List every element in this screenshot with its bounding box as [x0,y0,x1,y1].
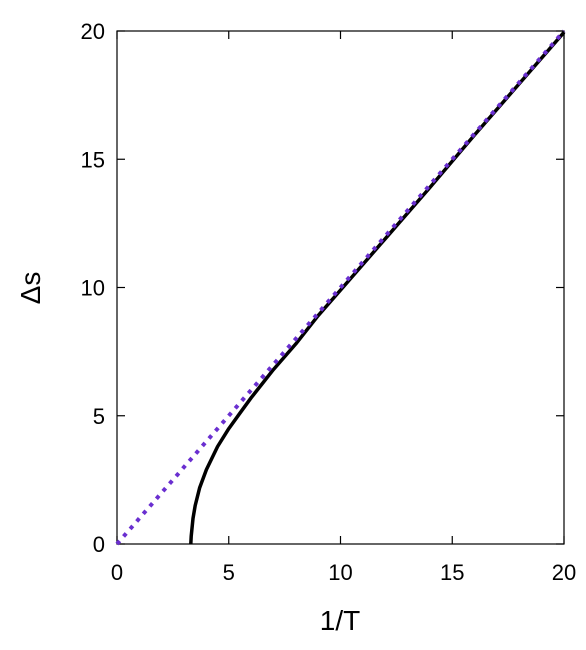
series-line-1 [115,29,566,546]
y-tick-label-4: 20 [81,19,105,44]
x-tick-label-1: 5 [223,560,235,585]
y-tick-label-0: 0 [93,532,105,557]
y-tick-label-2: 10 [81,276,105,301]
x-tick-label-4: 20 [552,560,576,585]
series [115,29,566,546]
x-axis-label: 1/T [320,605,360,636]
series-line-0 [189,31,566,545]
x-tick-label-2: 10 [328,560,352,585]
x-tick-label-3: 15 [440,560,464,585]
ticks: 0 5 10 15 20 0 5 10 15 20 [81,19,577,585]
x-tick-label-0: 0 [111,560,123,585]
y-tick-label-1: 5 [93,404,105,429]
y-tick-label-3: 15 [81,147,105,172]
y-axis-label: Δs [15,272,46,305]
